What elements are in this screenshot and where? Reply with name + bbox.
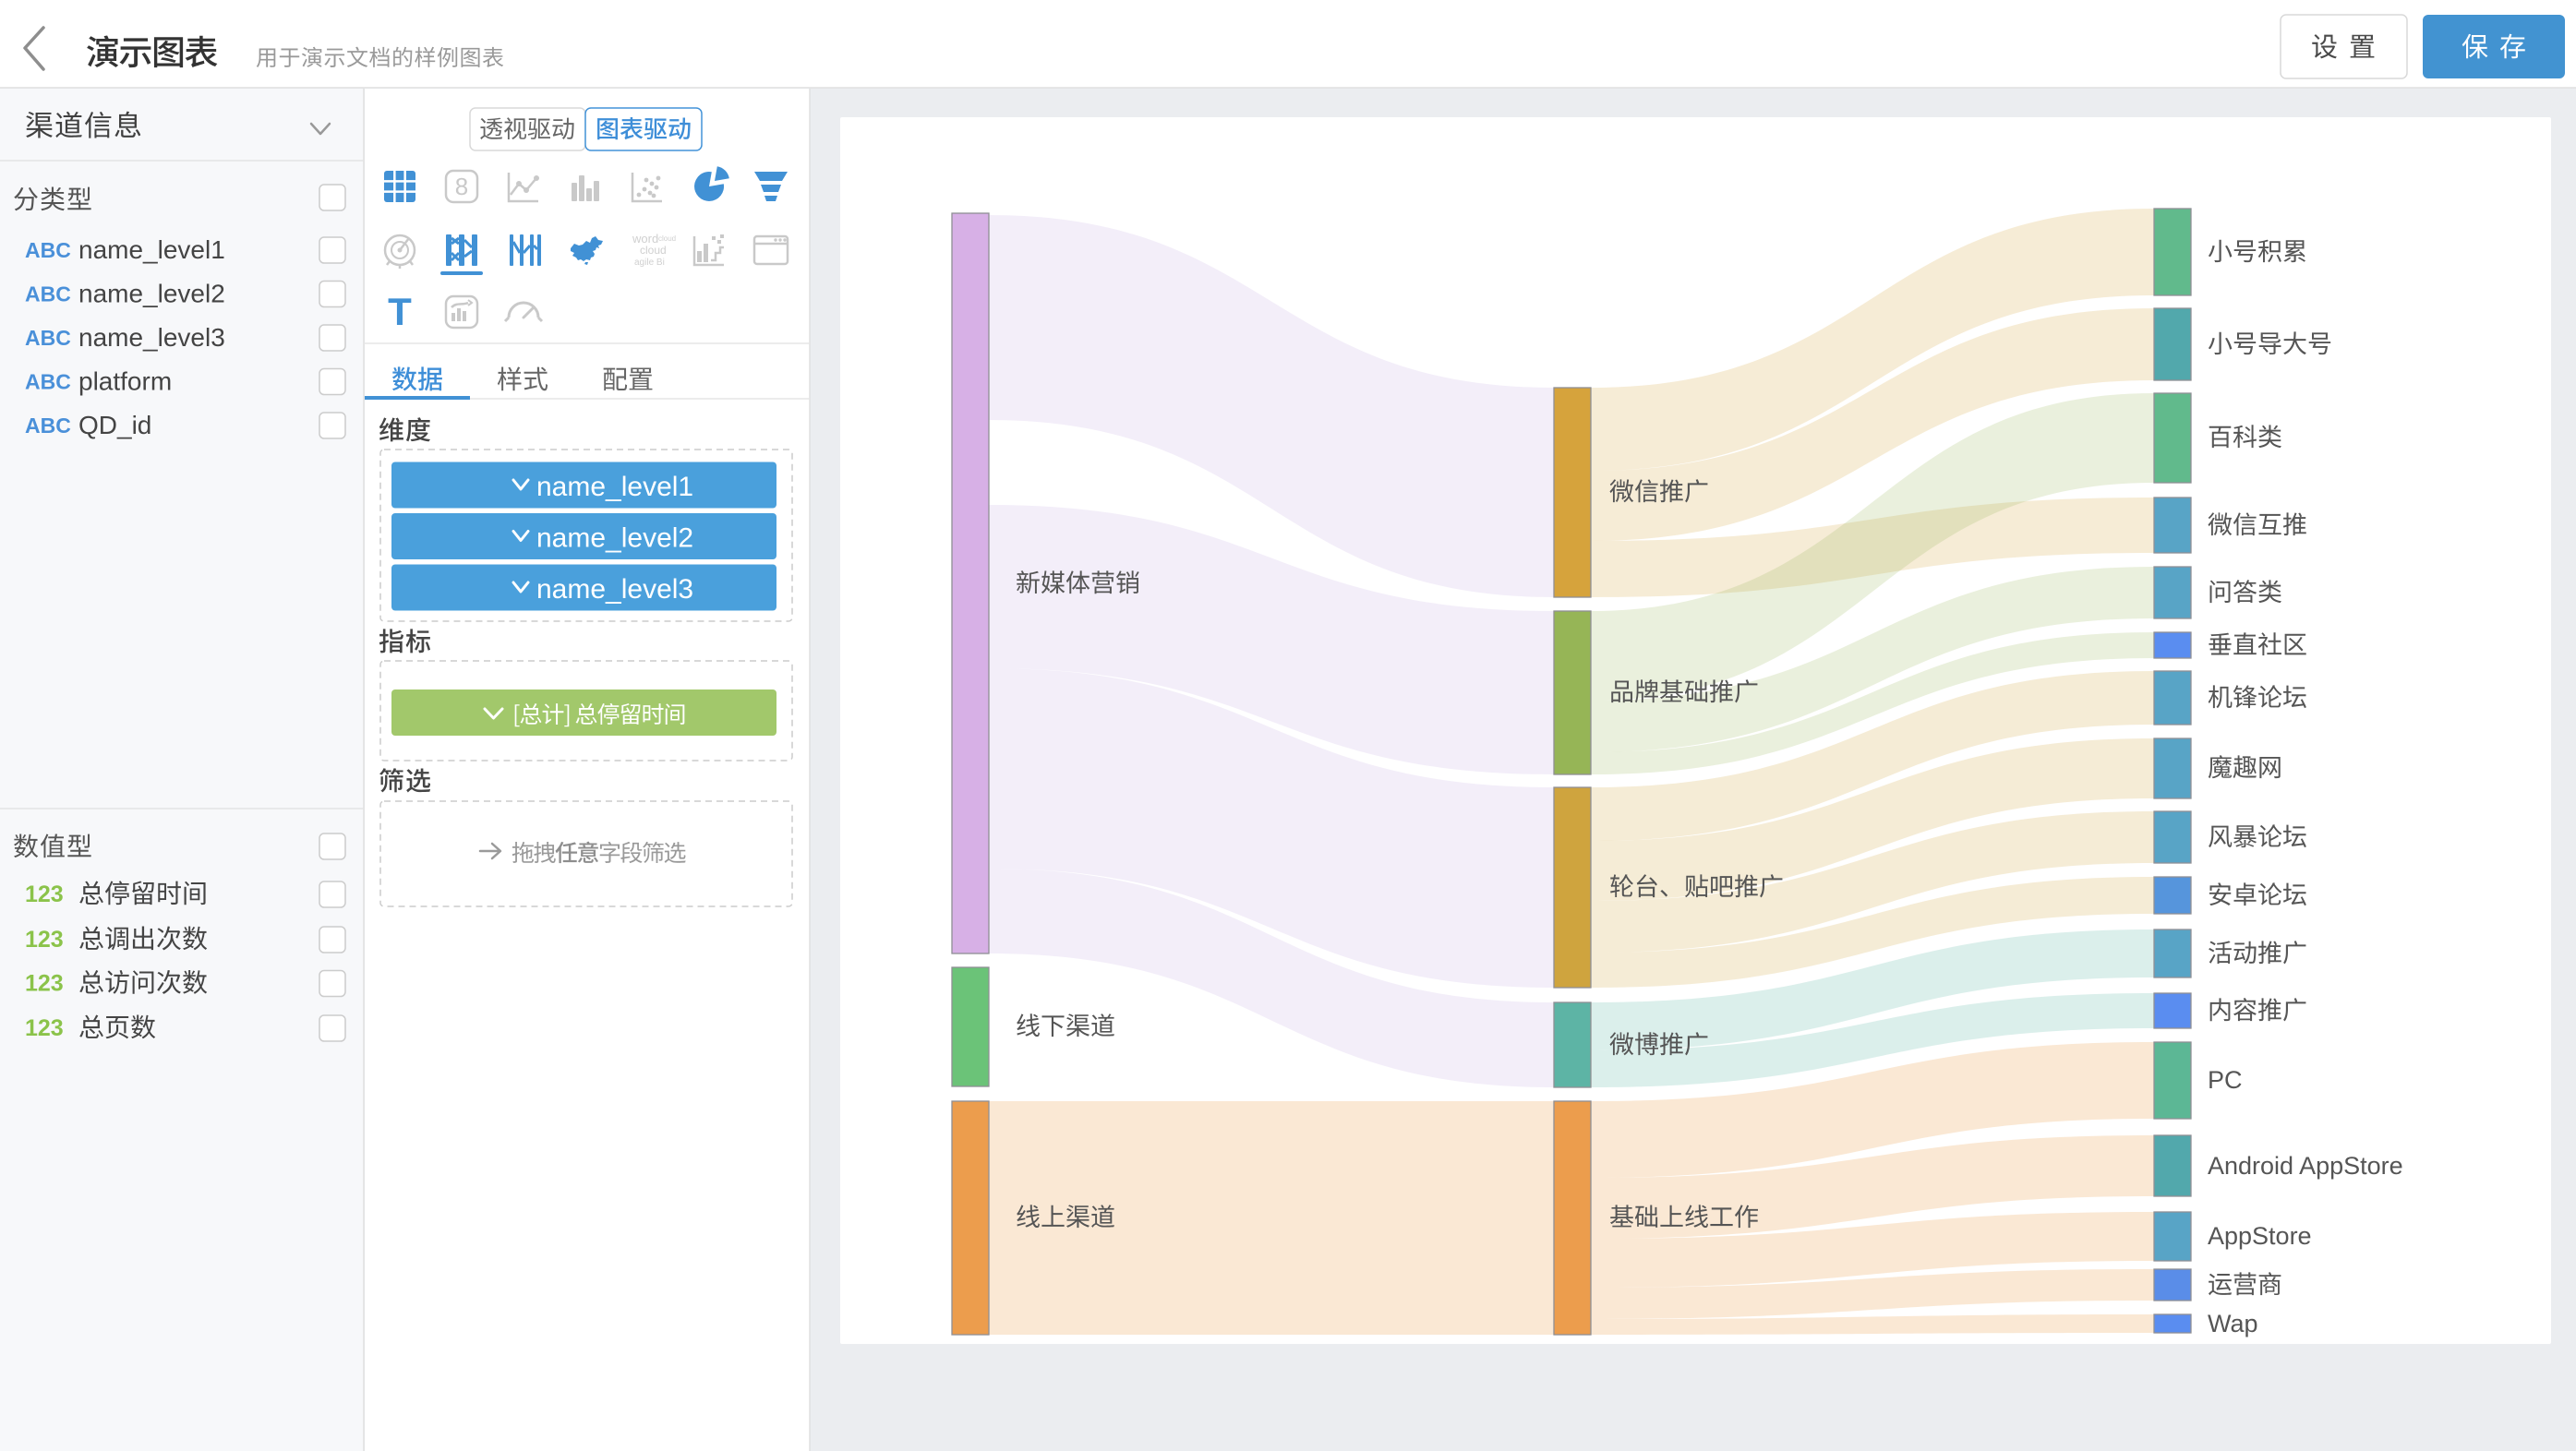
svg-text:name_level1: name_level1 bbox=[536, 472, 693, 502]
svg-text:name_level3: name_level3 bbox=[536, 574, 693, 605]
svg-text:AppStore: AppStore bbox=[2208, 1222, 2312, 1250]
svg-text:ABC: ABC bbox=[25, 238, 71, 262]
svg-text:T: T bbox=[388, 290, 412, 333]
svg-text:PC: PC bbox=[2208, 1066, 2243, 1094]
svg-text:ABC: ABC bbox=[25, 370, 71, 394]
svg-text:agile Bi: agile Bi bbox=[634, 258, 665, 268]
svg-text:platform: platform bbox=[78, 367, 172, 396]
svg-text:name_level2: name_level2 bbox=[78, 280, 225, 308]
svg-text:name_level2: name_level2 bbox=[536, 523, 693, 554]
svg-text:name_level1: name_level1 bbox=[78, 235, 225, 264]
svg-text:ABC: ABC bbox=[25, 282, 71, 306]
svg-text:Wap: Wap bbox=[2208, 1310, 2258, 1337]
svg-text:name_level3: name_level3 bbox=[78, 323, 225, 352]
svg-text:123: 123 bbox=[25, 971, 64, 997]
svg-text:QD_id: QD_id bbox=[78, 411, 151, 439]
svg-text:Android AppStore: Android AppStore bbox=[2208, 1152, 2403, 1180]
svg-text:123: 123 bbox=[25, 1015, 64, 1041]
svg-text:123: 123 bbox=[25, 927, 64, 953]
svg-text:8: 8 bbox=[455, 173, 468, 200]
svg-text:123: 123 bbox=[25, 881, 64, 907]
svg-text:ABC: ABC bbox=[25, 414, 71, 438]
svg-text:cloud: cloud bbox=[640, 244, 667, 257]
svg-text:word: word bbox=[632, 232, 658, 246]
svg-text:cloud: cloud bbox=[658, 234, 676, 243]
svg-text:ABC: ABC bbox=[25, 326, 71, 350]
